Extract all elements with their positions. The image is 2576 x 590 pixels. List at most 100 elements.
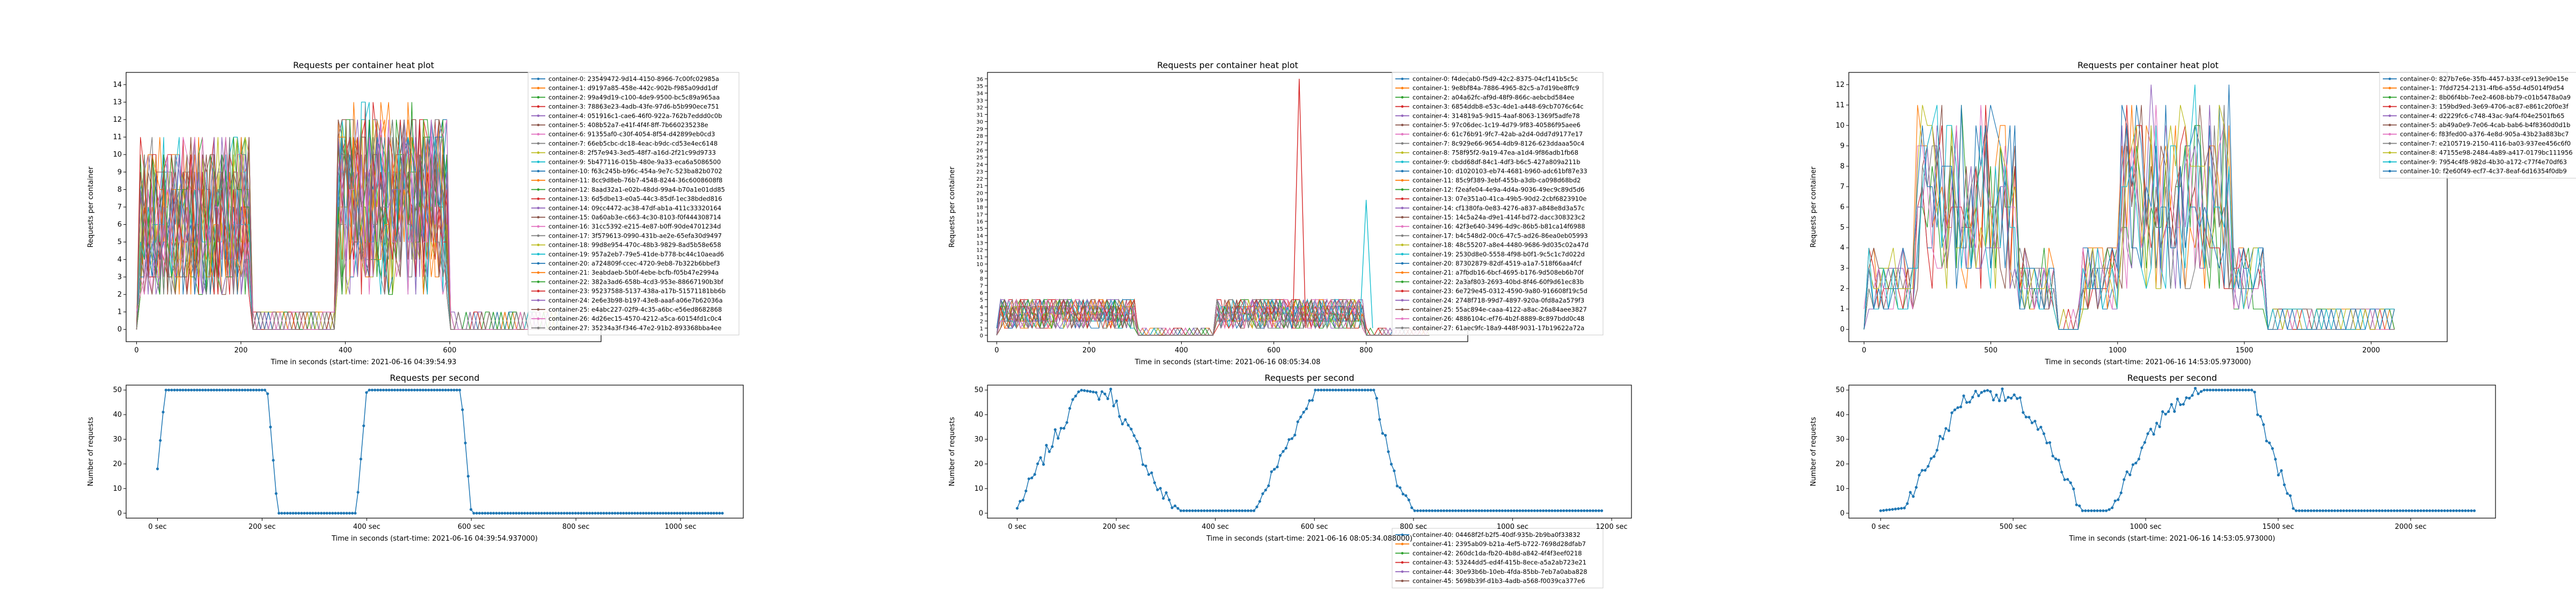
legend-marker (537, 253, 540, 256)
rps-point (568, 512, 572, 515)
legend-marker (1401, 105, 1404, 108)
rps-point (1092, 390, 1095, 394)
legend-marker (537, 244, 540, 246)
rps-point (1894, 507, 1897, 511)
rps-point (1355, 388, 1358, 392)
legend-entry: container-22: 382a3ad6-658b-4cd3-953e-88… (548, 278, 724, 285)
rps-point (2131, 463, 2134, 466)
rps-point (207, 388, 210, 392)
legend-entry: container-15: 14c5a24a-d9e1-414f-bd72-da… (1413, 213, 1585, 221)
rps-point (430, 388, 433, 392)
rps-point (1389, 462, 1393, 466)
rps-point (1885, 508, 1888, 512)
rps-point (2022, 411, 2025, 414)
rps-panel-1: Requests per second Time in seconds (star… (87, 373, 744, 543)
legend-marker (537, 327, 540, 329)
rps-point (1527, 509, 1531, 512)
legend-marker (1401, 561, 1404, 564)
x-tick-label: 400 sec (1202, 523, 1229, 531)
rps-point (235, 388, 238, 392)
legend-entry: container-15: 0a60ab3e-c663-4c30-8103-f0… (548, 213, 721, 221)
legend-marker (2388, 151, 2391, 154)
rps-point (551, 512, 554, 515)
rps-point (1597, 509, 1600, 512)
rps-panel-2: Requests per second Time in seconds (star… (948, 373, 1632, 543)
rps-point (645, 512, 648, 515)
rps-point (458, 388, 462, 392)
legend-marker (2388, 96, 2391, 99)
rps-point (2419, 509, 2423, 512)
axes-frame (126, 385, 744, 519)
y-tick-label: 25 (976, 155, 983, 161)
rps-point (1352, 388, 1355, 392)
y-tick-label: 26 (976, 148, 983, 154)
rps-point (1445, 509, 1448, 512)
rps-point (1550, 509, 1554, 512)
y-tick-label: 14 (113, 81, 122, 89)
rps-point (1232, 509, 1235, 512)
rps-point (2223, 388, 2227, 392)
rps-point (1997, 399, 2001, 402)
rps-point (1591, 509, 1594, 512)
rps-point (2105, 509, 2108, 512)
legend-marker (1401, 179, 1404, 182)
rps-point (2410, 509, 2413, 512)
x-tick-label: 1500 (2235, 346, 2253, 355)
rps-point (300, 512, 303, 515)
legend-entry: container-26: 4d26ec15-4570-4212-a5ca-60… (548, 315, 722, 322)
rps-point (246, 388, 250, 392)
rps-point (167, 388, 171, 392)
legend-marker (537, 169, 540, 173)
rps-point (2292, 507, 2295, 510)
legend-entry: container-17: b4c548d2-00c6-47c5-ad26-86… (1413, 232, 1588, 239)
x-tick-label: 0 (134, 346, 138, 355)
legend-marker (1401, 142, 1404, 145)
legend-entry: container-17: 3f579613-0990-431b-ae2e-65… (548, 232, 722, 239)
rps-point (475, 512, 478, 515)
legend-marker (537, 179, 540, 182)
chart-title: Requests per second (1264, 373, 1354, 383)
rps-point (286, 512, 289, 515)
rps-point (405, 388, 408, 392)
rps-point (1252, 509, 1256, 512)
y-tick-label: 9 (1840, 142, 1845, 150)
rps-point (631, 512, 634, 515)
rps-point (2075, 503, 2078, 506)
x-tick-label: 2000 sec (2395, 523, 2426, 531)
rps-point (1255, 505, 1258, 508)
rps-point (221, 388, 224, 392)
rps-point (658, 512, 662, 515)
rps-panel-3: Requests per second Time in seconds (star… (1810, 373, 2496, 543)
legend-marker (1401, 160, 1404, 164)
x-tick-label: 400 (1175, 346, 1188, 355)
rps-point (1103, 392, 1107, 396)
x-tick-label: 200 sec (248, 523, 276, 531)
legend-entry: container-41: 2395ab09-b21a-4ef5-b722-76… (1413, 540, 1586, 548)
rps-point (650, 512, 653, 515)
rps-point (314, 512, 317, 515)
rps-point (1375, 397, 1378, 400)
rps-point (636, 512, 639, 515)
rps-point (297, 512, 301, 515)
rps-point (1387, 450, 1390, 453)
rps-point (2033, 419, 2037, 423)
rps-point (676, 512, 679, 515)
rps-point (1992, 399, 1995, 402)
rps-point (1381, 432, 1384, 435)
rps-point (1477, 509, 1481, 512)
rps-point (2404, 509, 2407, 512)
rps-point (2010, 396, 2013, 400)
x-axis-label: Time in seconds (start-time: 2021-06-16 … (1135, 358, 1321, 366)
rps-point (2229, 388, 2233, 392)
rps-point (450, 388, 453, 392)
rps-point (2187, 396, 2191, 400)
rps-point (390, 388, 393, 392)
legend-marker (537, 197, 540, 200)
rps-point (294, 512, 297, 515)
y-tick-label: 6 (1840, 203, 1845, 211)
rps-point (1512, 509, 1516, 512)
rps-point (2398, 509, 2402, 512)
rps-point (2244, 388, 2248, 392)
rps-point (331, 512, 334, 515)
container-6-line (1863, 105, 2395, 330)
